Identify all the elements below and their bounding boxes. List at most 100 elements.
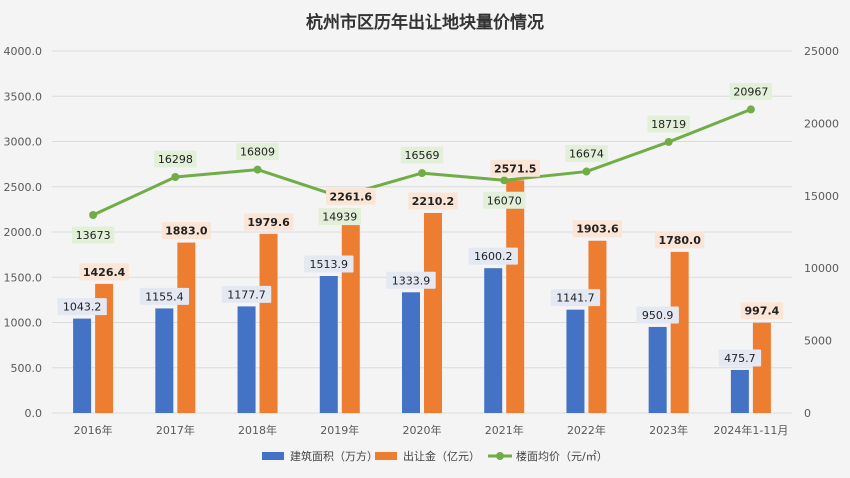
price-point: [418, 169, 426, 178]
price-label: 16569: [405, 149, 440, 162]
bar-area: [73, 318, 92, 413]
category-label: 2016年: [74, 423, 113, 437]
price-point: [582, 167, 591, 176]
bar-area: [730, 369, 749, 413]
left-tick-label: 3500.0: [4, 90, 43, 103]
amount-label-bg: [408, 192, 458, 210]
right-axis-ticks: 0 5000 10000 15000 20000 25000: [804, 45, 839, 420]
right-tick-label: 10000: [804, 262, 839, 275]
area-label-bg: [718, 349, 762, 367]
legend-swatch: [262, 452, 284, 460]
amount-label: 2261.6: [330, 190, 373, 203]
area-label: 1141.7: [556, 292, 595, 305]
area-label-bg: [304, 255, 354, 273]
left-tick-label: 1000.0: [4, 317, 43, 330]
data-labels: 1043.2 1426.4 1155.4 1883.0 1177.7 1979.6 1513…: [57, 82, 784, 367]
area-label: 1513.9: [310, 258, 349, 271]
price-label: 16070: [487, 194, 522, 207]
category-label: 2023年: [649, 423, 688, 437]
price-label: 14939: [322, 211, 357, 224]
right-tick-label: 25000: [804, 45, 839, 58]
left-tick-label: 0.0: [25, 407, 43, 420]
bar-amount: [752, 322, 771, 413]
area-label: 1333.9: [392, 274, 431, 287]
category-label: 2018年: [238, 423, 277, 437]
amount-label-bg: [572, 220, 623, 238]
area-label-bg: [221, 285, 272, 303]
legend-swatch-marker: [496, 452, 504, 460]
area-label: 475.7: [724, 352, 756, 365]
amount-label: 1903.6: [576, 223, 619, 236]
price-point: [89, 211, 98, 220]
amount-label: 1979.6: [247, 216, 290, 229]
amount-label: 1883.0: [165, 225, 208, 238]
price-label-bg: [565, 145, 608, 163]
chart-title: 杭州市区历年出让地块量价情况: [306, 12, 544, 33]
price-label: 16674: [569, 148, 604, 161]
price-label: 16298: [158, 153, 193, 166]
price-label-bg: [729, 82, 773, 100]
amount-label-bg: [161, 222, 212, 240]
left-tick-label: 3000.0: [4, 136, 43, 149]
amount-label: 1780.0: [658, 234, 701, 247]
right-tick-label: 5000: [804, 335, 832, 348]
area-label: 1600.2: [474, 250, 513, 263]
bar-amount: [424, 212, 442, 413]
category-label: 2021年: [485, 423, 524, 437]
category-label: 2020年: [403, 423, 442, 437]
price-label-bg: [400, 146, 444, 164]
price-label-bg: [154, 150, 197, 168]
legend-swatch: [375, 452, 397, 460]
price-point: [746, 105, 755, 114]
legend: 建筑面积（万方） 出让金（亿元） 楼面均价（元/㎡）: [262, 449, 608, 463]
amount-label: 2210.2: [412, 195, 454, 208]
left-tick-label: 2000.0: [4, 226, 43, 239]
price-point: [171, 173, 180, 182]
bar-amount: [177, 242, 196, 413]
category-label: 2019年: [320, 423, 359, 437]
left-tick-label: 1500.0: [4, 271, 43, 284]
legend-label: 建筑面积（万方）: [290, 449, 378, 463]
left-axis-ticks: 0.0 500.0 1000.0 1500.0 2000.0 2500.0 3000.0 35…: [4, 45, 43, 420]
bar-amount: [506, 180, 525, 413]
price-label: 20967: [733, 85, 768, 98]
area-label-bg: [550, 289, 601, 307]
price-label: 16809: [240, 146, 275, 159]
price-label: 18719: [651, 118, 686, 131]
area-label-bg: [468, 247, 518, 265]
amount-label: 997.4: [744, 305, 779, 318]
bar-area: [566, 309, 585, 413]
category-label: 2017年: [156, 423, 195, 437]
right-tick-label: 15000: [804, 190, 839, 203]
bar-area: [155, 308, 174, 413]
bar-amount: [670, 251, 689, 413]
price-label-bg: [318, 208, 362, 226]
category-label: 2022年: [567, 423, 606, 437]
area-label: 950.9: [642, 309, 674, 322]
area-label-bg: [386, 271, 436, 289]
price-line: [89, 105, 755, 220]
bar-amount: [341, 208, 360, 413]
area-label-bg: [636, 306, 679, 324]
area-label: 1177.7: [227, 288, 266, 301]
area-label: 1155.4: [145, 290, 184, 303]
amount-label-bg: [243, 213, 294, 231]
bar-marks: [73, 180, 771, 413]
amount-label-bg: [490, 159, 540, 177]
bar-area: [319, 275, 338, 413]
left-tick-label: 500.0: [11, 362, 43, 375]
bar-amount: [588, 240, 607, 413]
amount-label-bg: [79, 263, 129, 281]
legend-label: 楼面均价（元/㎡）: [516, 449, 608, 463]
bar-amount: [95, 283, 114, 413]
amount-label-bg: [740, 302, 784, 320]
bar-area: [484, 268, 503, 413]
left-tick-label: 4000.0: [4, 45, 43, 58]
amount-label: 1426.4: [83, 266, 126, 279]
category-labels: 2016年 2017年 2018年 2019年 2020年 2021年 2022年 2023年…: [74, 423, 789, 437]
bar-area: [237, 306, 256, 413]
left-tick-label: 2500.0: [4, 181, 43, 194]
bar-amount: [259, 233, 278, 413]
